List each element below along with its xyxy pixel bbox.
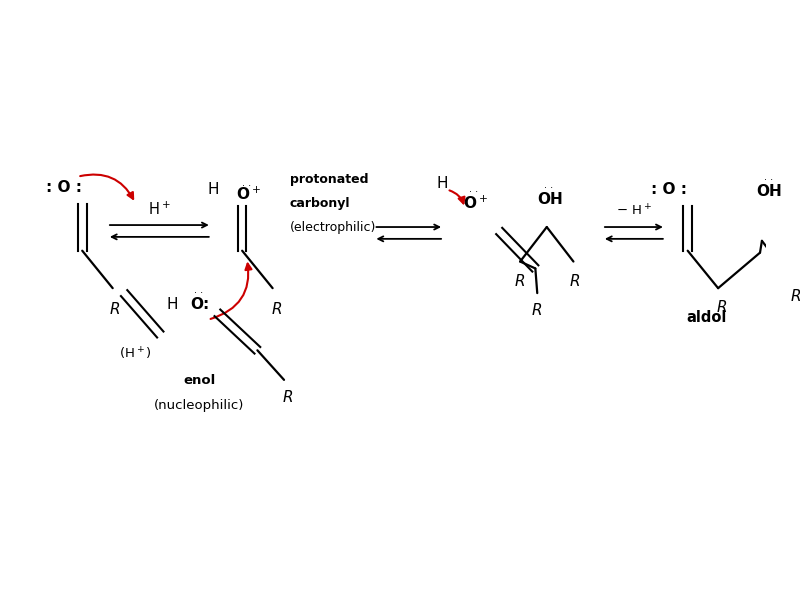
FancyArrowPatch shape <box>80 175 133 199</box>
Text: H: H <box>436 176 448 191</box>
Text: R: R <box>110 302 120 317</box>
Text: H: H <box>167 298 178 313</box>
Text: : O :: : O : <box>650 182 686 197</box>
Text: (nucleophilic): (nucleophilic) <box>154 399 245 412</box>
Text: · ·: · · <box>242 181 251 191</box>
Text: aldol: aldol <box>686 310 727 325</box>
Text: R: R <box>570 274 581 289</box>
FancyArrowPatch shape <box>210 263 251 319</box>
Text: O:: O: <box>190 298 210 313</box>
Text: R: R <box>515 274 526 289</box>
Text: R: R <box>717 301 727 316</box>
Text: · ·: · · <box>544 182 554 193</box>
Text: protonated: protonated <box>290 173 368 186</box>
Text: enol: enol <box>183 374 215 388</box>
Text: $-$ H$^+$: $-$ H$^+$ <box>616 203 652 219</box>
Text: R: R <box>791 289 800 304</box>
Text: R: R <box>532 304 542 319</box>
Text: carbonyl: carbonyl <box>290 197 350 210</box>
Text: R: R <box>282 390 293 405</box>
Text: OH: OH <box>537 192 562 207</box>
Text: (electrophilic): (electrophilic) <box>290 221 376 233</box>
Text: · ·: · · <box>764 175 773 185</box>
FancyArrowPatch shape <box>450 190 465 203</box>
Text: R: R <box>272 302 282 317</box>
Text: · ·: · · <box>469 187 478 197</box>
Text: : O :: : O : <box>46 180 82 195</box>
Text: H$^+$: H$^+$ <box>148 200 170 218</box>
Text: OH: OH <box>757 184 782 199</box>
Text: O$^+$: O$^+$ <box>236 186 262 203</box>
Text: (H$^+$): (H$^+$) <box>119 346 152 362</box>
Text: H: H <box>208 182 219 197</box>
Text: · ·: · · <box>194 288 203 298</box>
Text: O$^+$: O$^+$ <box>463 195 488 212</box>
